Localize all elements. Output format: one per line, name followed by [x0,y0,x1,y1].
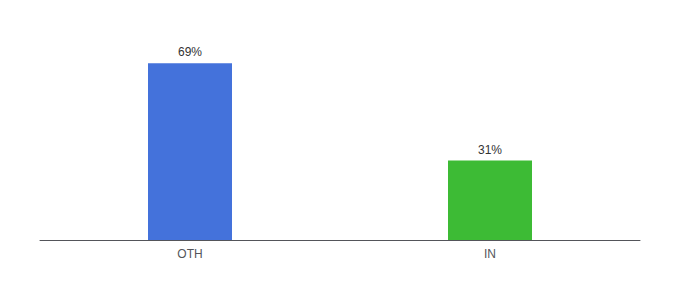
svg-text:31%: 31% [478,143,502,157]
svg-text:69%: 69% [178,45,202,59]
svg-text:IN: IN [484,247,496,261]
svg-text:OTH: OTH [177,247,202,261]
